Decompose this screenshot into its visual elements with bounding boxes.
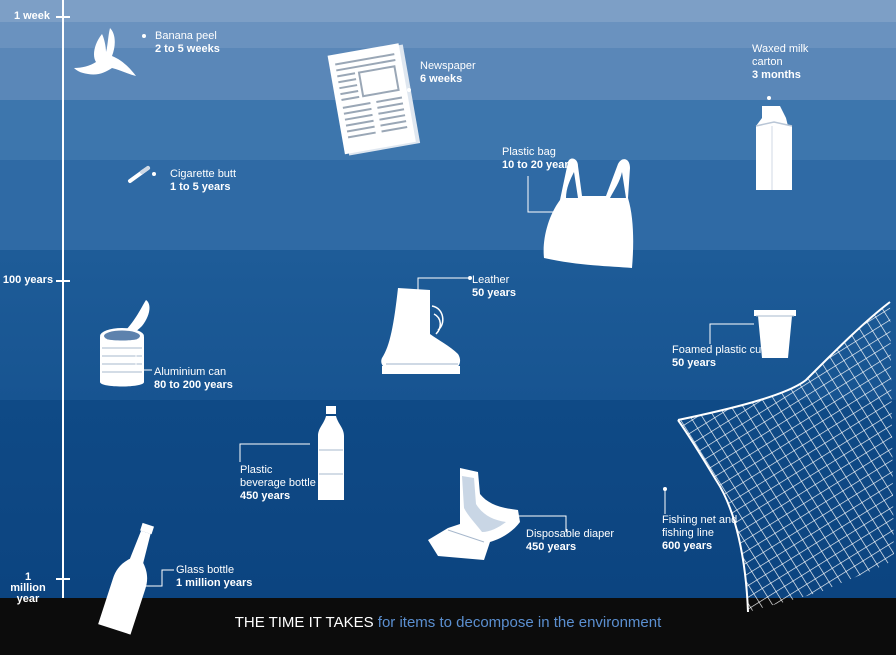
milk-time: 3 months [752,69,801,81]
tick-100-years [56,280,70,282]
tick-label-1-million-year: 1 million year [10,571,46,605]
tick-label-100-years: 100 years [2,274,54,286]
label-newspaper: Newspaper 6 weeks [420,60,476,86]
tick-1-million-year [56,578,70,580]
label-cigarette: Cigarette butt 1 to 5 years [170,168,236,194]
aluminium-can-icon [100,300,150,387]
tick-label-1-week: 1 week [13,10,51,22]
label-glass-bottle: Glass bottle 1 million years [176,564,252,590]
label-foam-cup: Foamed plastic cup 50 years [672,344,767,370]
milk-dot [767,96,771,100]
leather-name: Leather [472,274,510,286]
banana-peel-icon [74,28,136,76]
cup-leader [709,323,754,344]
diaper-time: 450 years [526,541,577,553]
bag-name: Plastic bag [502,146,556,158]
net-name: Fishing net and fishing line [662,514,738,539]
label-leather: Leather 50 years [472,274,516,300]
cigarette-butt-icon [128,166,150,183]
can-leader [135,352,152,371]
footer-title-rest: for items to decompose in the environmen… [377,614,662,631]
plastic-bag-icon [543,158,634,268]
glass-time: 1 million years [176,577,253,589]
cigarette-dot [152,172,156,176]
bottle-name: Plastic beverage bottle [240,464,316,489]
cigarette-time: 1 to 5 years [170,181,231,193]
label-fishing-net: Fishing net and fishing line 600 years [662,514,738,553]
footer-bar: THE TIME IT TAKES for items to decompose… [0,598,896,655]
label-diaper: Disposable diaper 450 years [526,528,614,554]
diaper-leader [518,515,567,532]
label-aluminium-can: Aluminium can 80 to 200 years [154,366,233,392]
banana-time: 2 to 5 weeks [155,43,220,55]
net-time: 600 years [662,540,713,552]
label-plastic-bag: Plastic bag 10 to 20 years [502,146,575,172]
newspaper-name: Newspaper [420,60,476,72]
newspaper-dot [407,88,411,92]
label-plastic-bottle: Plastic beverage bottle 450 years [240,464,320,503]
label-banana: Banana peel 2 to 5 weeks [155,30,220,56]
glass-leader [146,569,174,587]
banana-dot [142,34,146,38]
cigarette-name: Cigarette butt [170,168,237,180]
leather-time: 50 years [472,287,517,299]
net-leader [663,487,667,514]
footer-title-emphasis: THE TIME IT TAKES [234,614,374,631]
plastic-bottle-icon [318,406,344,500]
bottle-leader [239,443,310,462]
fishing-net-icon [677,301,894,613]
bag-time: 10 to 20 years [502,159,575,171]
milk-name: Waxed milk carton [752,43,809,68]
leather-boot-icon [381,288,461,374]
glass-bottle-icon [98,522,155,635]
bottle-time: 450 years [240,490,291,502]
banana-name: Banana peel [155,30,217,42]
milk-carton-icon [755,106,793,190]
newspaper-icon [327,43,421,156]
cup-name: Foamed plastic cup [672,344,768,356]
newspaper-time: 6 weeks [420,73,463,85]
tick-1-week [56,16,70,18]
diaper-icon [428,468,520,560]
glass-name: Glass bottle [176,564,235,576]
time-axis [62,0,64,598]
label-milk: Waxed milk carton 3 months [752,43,818,82]
cup-time: 50 years [672,357,717,369]
can-name: Aluminium can [154,366,227,378]
footer-title: THE TIME IT TAKES for items to decompose… [0,614,896,631]
diaper-name: Disposable diaper [526,528,615,540]
foam-cup-icon [754,310,796,358]
can-time: 80 to 200 years [154,379,233,391]
